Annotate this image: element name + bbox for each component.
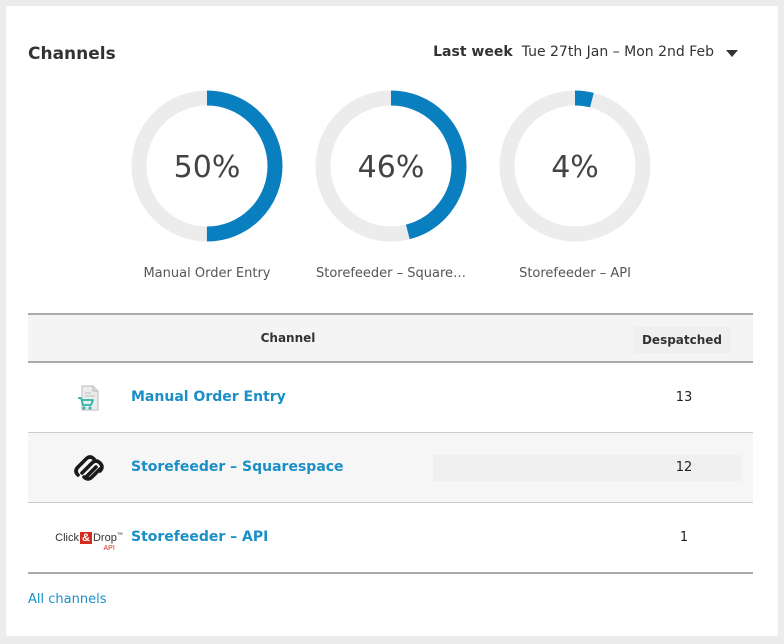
donut-arc [315, 90, 467, 242]
click-and-drop-api-logo-icon: Click & Drop™ API [50, 521, 128, 555]
table-header: Channel Despatched [28, 313, 753, 363]
table-row: Storefeeder – Squarespace 12 [28, 433, 753, 503]
count-cell-background [433, 455, 741, 481]
logo-text-click: Click [55, 532, 80, 544]
shopping-cart-document-icon [50, 381, 128, 415]
donut-arc [131, 90, 283, 242]
click-and-drop-logo: Click & Drop™ API [55, 532, 123, 552]
table-row: Click & Drop™ API Storefeeder – API 1 [28, 503, 753, 574]
period-range: Tue 27th Jan – Mon 2nd Feb [521, 44, 714, 60]
card-title: Channels [28, 44, 116, 64]
logo-text-drop: Drop [92, 532, 117, 544]
donut-percentage: 4% [551, 150, 599, 185]
logo-api-subtext: API [103, 545, 115, 552]
channel-link[interactable]: Storefeeder – API [131, 529, 269, 545]
column-header-despatched[interactable]: Despatched [633, 327, 731, 353]
channel-link[interactable]: Manual Order Entry [131, 389, 286, 405]
caret-down-icon [726, 49, 738, 57]
all-channels-link[interactable]: All channels [28, 592, 107, 607]
donut-percentage: 46% [357, 150, 425, 185]
donut-chart: 50% Manual Order Entry [122, 90, 292, 290]
donut-label: Manual Order Entry [143, 266, 271, 281]
squarespace-logo-icon [50, 451, 128, 485]
logo-trademark: ™ [116, 532, 123, 539]
donut-label: Storefeeder – API [519, 266, 631, 281]
donut-arc [499, 90, 651, 242]
despatched-count: 12 [675, 460, 693, 475]
channels-table: Channel Despatched Manual Order Entry 13 [28, 313, 753, 574]
column-header-channel[interactable]: Channel [260, 331, 316, 345]
donut-chart: 4% Storefeeder – API [490, 90, 660, 290]
donut-ring [131, 90, 283, 242]
despatched-count: 13 [675, 390, 693, 405]
channel-link[interactable]: Storefeeder – Squarespace [131, 459, 344, 475]
donut-label: Storefeeder – Square… [315, 266, 467, 281]
despatched-count: 1 [679, 530, 689, 545]
logo-ampersand: & [80, 532, 92, 544]
donut-ring [315, 90, 467, 242]
donut-charts: 50% Manual Order Entry 46% Storefeeder –… [6, 90, 778, 290]
donut-chart: 46% Storefeeder – Square… [306, 90, 476, 290]
donut-ring [499, 90, 651, 242]
donut-percentage: 50% [173, 150, 241, 185]
table-row: Manual Order Entry 13 [28, 363, 753, 433]
period-label: Last week [433, 44, 513, 60]
period-dropdown[interactable]: Last week Tue 27th Jan – Mon 2nd Feb [433, 44, 738, 60]
channels-card: Channels Last week Tue 27th Jan – Mon 2n… [6, 6, 778, 636]
